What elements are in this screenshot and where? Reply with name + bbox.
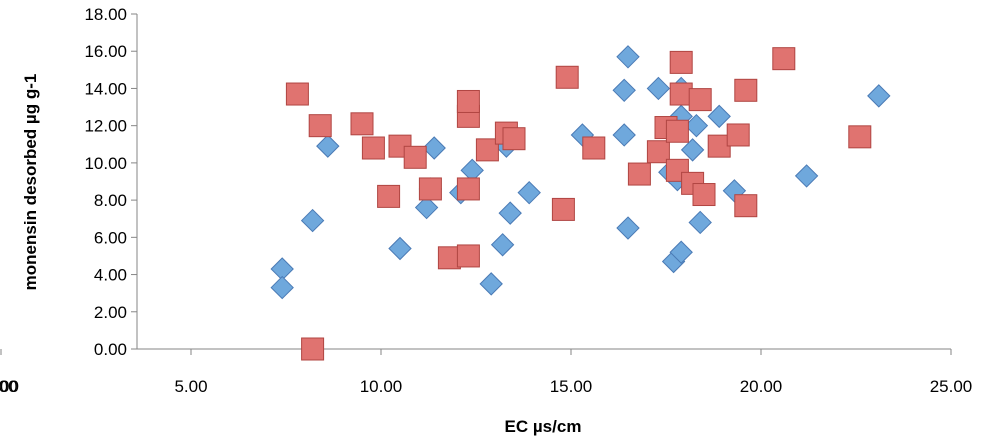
y-tick-label: 8.00 [94,191,127,210]
x-tick-label: 15.00 [550,377,593,396]
data-point-square [582,136,606,160]
data-point-diamond [300,208,325,233]
data-point-diamond [646,76,671,101]
data-point-square [475,138,499,162]
data-point-square [688,88,712,112]
series-1 [270,45,891,300]
y-tick-label: 12.00 [84,117,127,136]
x-tick-label: 00 [0,377,19,396]
data-point-diamond [616,45,640,69]
data-point-square [403,145,427,169]
data-point-square [350,112,374,136]
y-tick-label: 16.00 [84,42,127,61]
data-point-square [377,184,401,208]
data-point-square [555,65,579,89]
data-point-diamond [707,104,731,129]
data-point-diamond [388,236,412,261]
data-point-diamond [517,180,541,205]
y-tick-label: 10.00 [84,154,127,173]
x-tick-label: 5.00 [174,377,207,396]
data-point-diamond [612,123,636,147]
data-point-diamond [669,240,693,264]
data-point-diamond [688,210,712,235]
data-point-diamond [316,134,340,158]
y-tick-label: 6.00 [94,228,127,247]
data-point-diamond [422,136,446,160]
data-point-square [308,114,332,138]
x-tick-label: 25.00 [930,377,973,396]
data-point-diamond [867,84,891,108]
data-point-square [669,50,693,74]
data-point-diamond [684,113,709,138]
data-point-diamond [490,233,515,257]
data-point-diamond [794,164,819,188]
data-point-square [456,244,480,268]
data-point-square [285,82,309,106]
data-point-diamond [612,78,636,103]
data-point-square [665,119,689,143]
x-axis-title: EC µs/cm [505,417,582,436]
y-axis-title: monensin desorbed µg g-1 [21,74,40,291]
data-point-square [734,78,758,102]
x-tick-label: 10.00 [360,377,403,396]
y-tick-label: 4.00 [94,266,127,285]
y-tick-label: 2.00 [94,303,127,322]
x-tick-label: 0.00 [0,377,18,396]
data-point-diamond [680,138,705,162]
data-point-square [726,123,750,147]
x-tick-label: 20.00 [740,377,783,396]
data-point-diamond [479,272,503,296]
data-point-square [692,183,716,207]
data-series [270,45,891,361]
data-point-square [848,125,872,149]
y-tick-label: 14.00 [84,79,127,98]
y-tick-label: 0.00 [94,340,127,359]
data-point-square [551,197,575,221]
data-point-square [646,140,670,164]
data-point-square [418,177,442,201]
data-point-diamond [616,216,640,240]
data-point-square [301,337,325,361]
data-point-square [627,162,651,186]
data-point-diamond [498,201,522,225]
y-tick-label: 18.00 [84,5,127,24]
data-point-square [502,127,526,151]
data-point-square [361,136,385,160]
data-point-square [734,194,758,218]
series-2 [285,47,872,361]
x-axis: 000.00 5.00 10.00 15.00 20.00 25.00 [0,348,973,396]
data-point-diamond [270,275,294,300]
y-axis: 0.00 2.00 4.00 6.00 8.00 10.00 12.00 14.00 16.00… [84,5,138,359]
data-point-square [456,177,480,201]
data-point-diamond [414,195,439,220]
data-point-square [456,89,480,113]
data-point-square [772,47,796,71]
